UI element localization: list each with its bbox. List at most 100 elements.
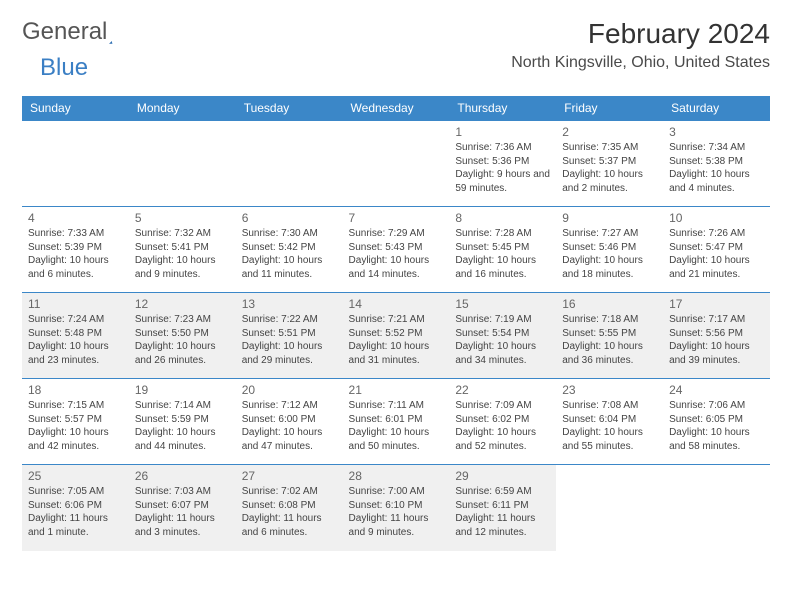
day-text: Daylight: 10 hours and 26 minutes. [135,340,230,367]
calendar-cell: 5Sunrise: 7:32 AMSunset: 5:41 PMDaylight… [129,207,236,293]
sunrise-text: Sunrise: 7:27 AM [562,227,657,241]
sunrise-text: Sunrise: 6:59 AM [455,485,550,499]
sunrise-text: Sunrise: 7:30 AM [242,227,337,241]
sunset-text: Sunset: 5:55 PM [562,327,657,341]
sunset-text: Sunset: 6:00 PM [242,413,337,427]
calendar-cell: 26Sunrise: 7:03 AMSunset: 6:07 PMDayligh… [129,465,236,551]
day-text: Daylight: 11 hours and 1 minute. [28,512,123,539]
day-number: 18 [28,383,123,397]
day-text: Daylight: 10 hours and 31 minutes. [349,340,444,367]
sunset-text: Sunset: 5:39 PM [28,241,123,255]
day-number: 11 [28,297,123,311]
calendar-cell: 19Sunrise: 7:14 AMSunset: 5:59 PMDayligh… [129,379,236,465]
calendar-week-row: 11Sunrise: 7:24 AMSunset: 5:48 PMDayligh… [22,293,770,379]
day-text: Daylight: 10 hours and 44 minutes. [135,426,230,453]
sunrise-text: Sunrise: 7:08 AM [562,399,657,413]
sunrise-text: Sunrise: 7:26 AM [669,227,764,241]
day-text: Daylight: 10 hours and 29 minutes. [242,340,337,367]
sunrise-text: Sunrise: 7:03 AM [135,485,230,499]
sunset-text: Sunset: 5:59 PM [135,413,230,427]
sunset-text: Sunset: 5:46 PM [562,241,657,255]
day-number: 26 [135,469,230,483]
calendar-cell: 20Sunrise: 7:12 AMSunset: 6:00 PMDayligh… [236,379,343,465]
day-text: Daylight: 10 hours and 50 minutes. [349,426,444,453]
sunrise-text: Sunrise: 7:05 AM [28,485,123,499]
calendar-cell: 2Sunrise: 7:35 AMSunset: 5:37 PMDaylight… [556,121,663,207]
sunrise-text: Sunrise: 7:23 AM [135,313,230,327]
sunrise-text: Sunrise: 7:28 AM [455,227,550,241]
sunset-text: Sunset: 5:54 PM [455,327,550,341]
calendar-cell: 25 Sunrise: 7:05 AMSunset: 6:06 PMDayligh… [22,465,129,551]
calendar-header-row: SundayMondayTuesdayWednesdayThursdayFrid… [22,96,770,121]
calendar-cell: 29Sunrise: 6:59 AMSunset: 6:11 PMDayligh… [449,465,556,551]
day-number: 14 [349,297,444,311]
sunrise-text: Sunrise: 7:15 AM [28,399,123,413]
day-text: Daylight: 10 hours and 58 minutes. [669,426,764,453]
day-text: Daylight: 10 hours and 34 minutes. [455,340,550,367]
day-text: Daylight: 10 hours and 9 minutes. [135,254,230,281]
day-text: Daylight: 11 hours and 9 minutes. [349,512,444,539]
day-number: 29 [455,469,550,483]
day-header: Monday [129,96,236,121]
day-text: Daylight: 10 hours and 39 minutes. [669,340,764,367]
calendar-cell [22,121,129,207]
calendar-cell: 24Sunrise: 7:06 AMSunset: 6:05 PMDayligh… [663,379,770,465]
calendar-table: SundayMondayTuesdayWednesdayThursdayFrid… [22,96,770,551]
day-number: 9 [562,211,657,225]
day-number: 20 [242,383,337,397]
day-header: Friday [556,96,663,121]
day-text: Daylight: 10 hours and 18 minutes. [562,254,657,281]
day-number: 3 [669,125,764,139]
day-text: Daylight: 10 hours and 42 minutes. [28,426,123,453]
calendar-body: 1Sunrise: 7:36 AMSunset: 5:36 PMDaylight… [22,121,770,551]
calendar-week-row: 1Sunrise: 7:36 AMSunset: 5:36 PMDaylight… [22,121,770,207]
sunrise-text: Sunrise: 7:24 AM [28,313,123,327]
day-header: Thursday [449,96,556,121]
sunrise-text: Sunrise: 7:09 AM [455,399,550,413]
sunset-text: Sunset: 6:01 PM [349,413,444,427]
title-block: February 2024 North Kingsville, Ohio, Un… [511,18,770,72]
calendar-cell: 9 Sunrise: 7:27 AMSunset: 5:46 PMDaylight… [556,207,663,293]
day-header: Sunday [22,96,129,121]
day-number: 19 [135,383,230,397]
brand-logo: General [22,18,133,46]
calendar-cell: 22Sunrise: 7:09 AMSunset: 6:02 PMDayligh… [449,379,556,465]
day-text: Daylight: 11 hours and 3 minutes. [135,512,230,539]
day-text: Daylight: 10 hours and 23 minutes. [28,340,123,367]
day-text: Daylight: 10 hours and 6 minutes. [28,254,123,281]
sunset-text: Sunset: 6:02 PM [455,413,550,427]
sunset-text: Sunset: 5:38 PM [669,155,764,169]
calendar-cell: 4Sunrise: 7:33 AMSunset: 5:39 PMDaylight… [22,207,129,293]
calendar-week-row: 18Sunrise: 7:15 AMSunset: 5:57 PMDayligh… [22,379,770,465]
sunset-text: Sunset: 6:05 PM [669,413,764,427]
sunset-text: Sunset: 5:42 PM [242,241,337,255]
day-text: Daylight: 10 hours and 4 minutes. [669,168,764,195]
sunrise-text: Sunrise: 7:19 AM [455,313,550,327]
calendar-cell [343,121,450,207]
sunrise-text: Sunrise: 7:12 AM [242,399,337,413]
calendar-cell: 21Sunrise: 7:11 AMSunset: 6:01 PMDayligh… [343,379,450,465]
page-title: February 2024 [511,18,770,50]
day-text: Daylight: 10 hours and 14 minutes. [349,254,444,281]
day-number: 8 [455,211,550,225]
sunset-text: Sunset: 5:50 PM [135,327,230,341]
sunrise-text: Sunrise: 7:33 AM [28,227,123,241]
sunrise-text: Sunrise: 7:35 AM [562,141,657,155]
calendar-cell [129,121,236,207]
calendar-week-row: 4Sunrise: 7:33 AMSunset: 5:39 PMDaylight… [22,207,770,293]
day-number: 25 [28,469,123,483]
sunset-text: Sunset: 6:06 PM [28,499,123,513]
calendar-cell [556,465,663,551]
calendar-cell [663,465,770,551]
calendar-cell: 17Sunrise: 7:17 AMSunset: 5:56 PMDayligh… [663,293,770,379]
sunset-text: Sunset: 5:51 PM [242,327,337,341]
day-header: Saturday [663,96,770,121]
day-text: Daylight: 9 hours and 59 minutes. [455,168,550,195]
calendar-cell: 13 Sunrise: 7:22 AMSunset: 5:51 PMDayligh… [236,293,343,379]
day-text: Daylight: 10 hours and 11 minutes. [242,254,337,281]
calendar-cell: 11Sunrise: 7:24 AMSunset: 5:48 PMDayligh… [22,293,129,379]
sunrise-text: Sunrise: 7:22 AM [242,313,337,327]
calendar-cell: 10Sunrise: 7:26 AMSunset: 5:47 PMDayligh… [663,207,770,293]
day-number: 13 [242,297,337,311]
sunset-text: Sunset: 5:56 PM [669,327,764,341]
